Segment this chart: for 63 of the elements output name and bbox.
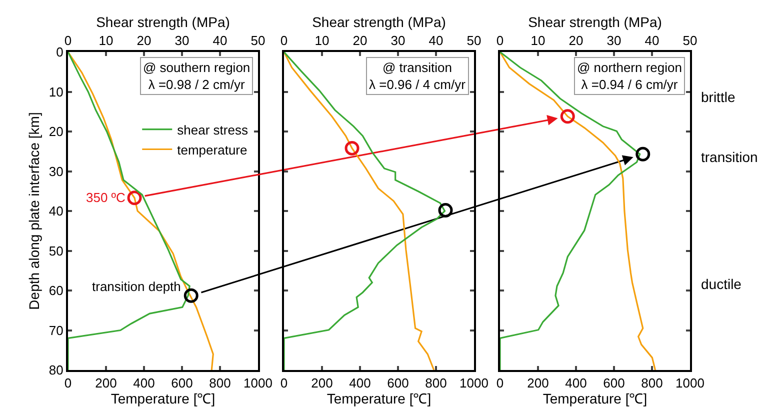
- x-axis-title: Temperature [℃]: [326, 390, 432, 407]
- x2-tick-label: 10: [530, 32, 546, 48]
- x2-tick-label: 10: [314, 32, 330, 48]
- x2-tick-label: 30: [606, 32, 622, 48]
- y-tick-label: 0: [56, 44, 64, 60]
- x2-tick-label: 40: [428, 32, 444, 48]
- y-axis-title: Depth along plate interface [km]: [26, 112, 42, 310]
- text: transition: [701, 149, 758, 165]
- x-tick-label: 400: [349, 376, 371, 391]
- x2-tick-label: 30: [174, 32, 190, 48]
- annotation: transition depth: [92, 279, 181, 294]
- y-tick-label: 30: [48, 164, 64, 179]
- x-tick-label: 800: [641, 376, 663, 391]
- y-tick-label: 80: [48, 362, 64, 378]
- x2-tick-label: 40: [212, 32, 228, 48]
- x-tick-label: 400: [133, 376, 155, 391]
- x2-axis-title: Shear strength (MPa): [96, 14, 230, 30]
- x2-tick-label: 20: [136, 32, 152, 48]
- y-tick-label: 10: [48, 84, 64, 100]
- x-tick-label: 0: [280, 376, 288, 391]
- x-axis-title: Temperature [℃]: [110, 390, 216, 407]
- x-tick-label: 200: [95, 376, 117, 391]
- annotation: λ =0.94 / 6 cm/yr: [581, 76, 678, 92]
- x-tick-label: 600: [387, 376, 409, 391]
- x2-tick-label: 10: [98, 32, 114, 48]
- x-tick-label: 800: [209, 376, 231, 391]
- y-tick-label: 20: [48, 124, 64, 140]
- x2-tick-label: 50: [466, 32, 482, 48]
- x2-tick-label: 0: [496, 32, 504, 48]
- x2-tick-label: 30: [390, 32, 406, 48]
- x2-tick-label: 50: [250, 32, 266, 48]
- x-tick-label: 600: [603, 376, 625, 391]
- x2-tick-label: 50: [682, 32, 698, 48]
- x2-axis-title: Shear strength (MPa): [312, 14, 446, 30]
- annotation: @ southern region: [143, 60, 250, 75]
- legend-label: shear stress: [177, 122, 248, 138]
- x-tick-label: 800: [425, 376, 447, 391]
- x-tick-label: 600: [171, 376, 193, 391]
- x2-axis-title: Shear strength (MPa): [528, 14, 662, 30]
- y-tick-label: 60: [48, 283, 64, 298]
- x-axis-title: Temperature [℃]: [542, 390, 648, 407]
- x2-tick-label: 0: [280, 32, 288, 48]
- x-tick-label: 400: [565, 376, 587, 391]
- text: ductile: [701, 276, 742, 292]
- text: brittle: [701, 89, 736, 105]
- annotation: @ transition: [382, 60, 452, 75]
- x-tick-label: 1000: [244, 376, 272, 391]
- annotation: λ =0.98 / 2 cm/yr: [148, 76, 246, 92]
- x2-tick-label: 40: [644, 32, 660, 48]
- x-tick-label: 0: [496, 376, 504, 391]
- x2-tick-label: 20: [568, 32, 584, 48]
- annotation: 350 ºC: [86, 190, 126, 205]
- x-tick-label: 1000: [460, 376, 488, 391]
- y-tick-label: 40: [48, 204, 64, 219]
- x2-tick-label: 20: [352, 32, 368, 48]
- annotation: @ northern region: [577, 60, 682, 75]
- y-tick-label: 50: [48, 243, 64, 258]
- x-tick-label: 1000: [676, 376, 704, 391]
- x-tick-label: 200: [527, 376, 549, 391]
- x-tick-label: 200: [311, 376, 333, 391]
- y-tick-label: 70: [48, 322, 64, 338]
- annotation: λ =0.96 / 4 cm/yr: [369, 76, 466, 92]
- legend-label: temperature: [177, 142, 248, 158]
